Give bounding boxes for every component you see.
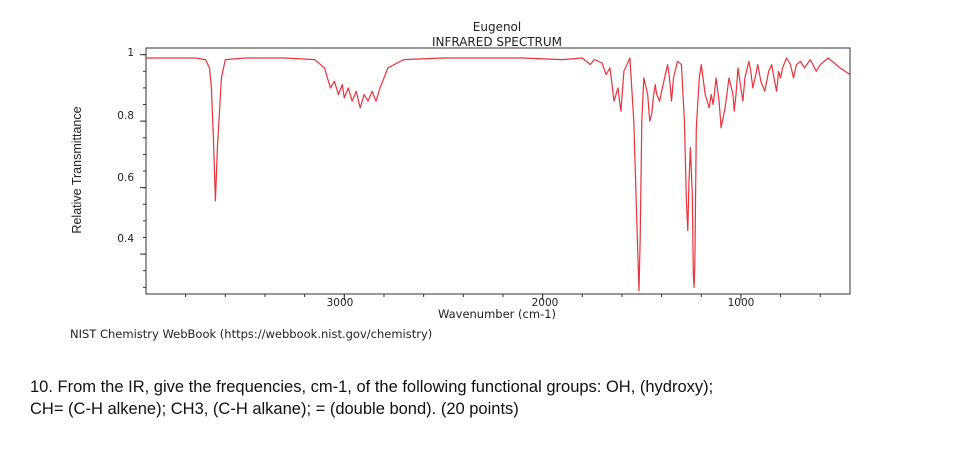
y-axis-label: Relative Transmittance bbox=[70, 106, 84, 233]
chart-subtitle: INFRARED SPECTRUM bbox=[432, 35, 562, 49]
x-axis-label: Wavenumber (cm-1) bbox=[438, 307, 556, 321]
spectrum-line bbox=[146, 57, 851, 292]
y-tick-label-0.8: 0.8 bbox=[117, 110, 134, 122]
y-axis-ticks bbox=[140, 54, 146, 288]
question-text: 10. From the IR, give the frequencies, c… bbox=[30, 376, 945, 420]
x-tick-label-2000: 2000 bbox=[532, 297, 559, 309]
question-line-2: CH= (C-H alkene); CH3, (C-H alkane); = (… bbox=[30, 400, 519, 418]
ir-spectrum-chart: Eugenol INFRARED SPECTRUM 1 0.8 0.6 0.4 … bbox=[70, 20, 851, 341]
source-note: NIST Chemistry WebBook (https://webbook.… bbox=[70, 327, 432, 341]
x-axis-ticks bbox=[185, 294, 821, 300]
question-line-1: 10. From the IR, give the frequencies, c… bbox=[30, 378, 714, 396]
x-tick-label-1000: 1000 bbox=[728, 297, 755, 309]
y-tick-label-0.6: 0.6 bbox=[117, 172, 134, 184]
chart-title: Eugenol bbox=[473, 20, 521, 34]
y-tick-label-1: 1 bbox=[127, 47, 134, 59]
y-tick-label-0.4: 0.4 bbox=[117, 233, 134, 245]
x-tick-label-3000: 3000 bbox=[327, 297, 354, 309]
